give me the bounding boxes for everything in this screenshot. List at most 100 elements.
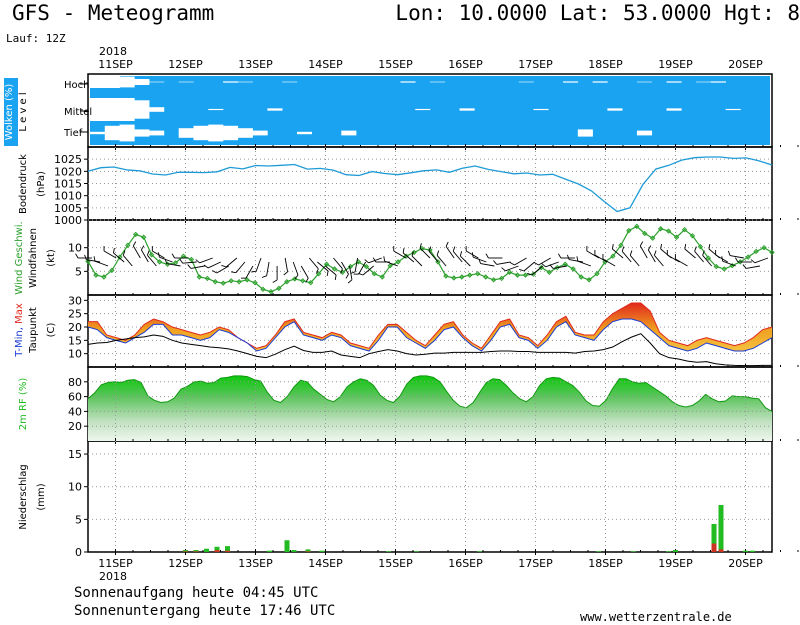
- wind-barb: [358, 261, 367, 275]
- precip-bar: [477, 551, 482, 552]
- wind-speed-point: [530, 271, 537, 277]
- cloud-level-label: Tief: [63, 128, 83, 139]
- wind-speed-point: [395, 259, 401, 265]
- wind-speed-point: [761, 244, 767, 251]
- wind-speed-point: [594, 270, 600, 277]
- y-tick-label: 1010: [54, 190, 82, 203]
- cloud-gap: [636, 130, 653, 136]
- wind-barb-flag: [647, 245, 652, 251]
- wind-barb: [393, 250, 407, 259]
- cloud-gap: [710, 81, 726, 83]
- y-axis-label: T-Min, Max: [14, 303, 25, 358]
- wind-barb-flag: [364, 259, 369, 264]
- wind-barb-flag: [708, 243, 711, 250]
- wind-speed-point: [331, 266, 338, 272]
- precip-bar: [319, 550, 325, 552]
- wind-speed-point: [156, 259, 163, 265]
- wind-barb: [94, 260, 109, 267]
- y-axis-label: Wolken (%): [4, 84, 15, 141]
- wind-speed-point: [379, 274, 385, 280]
- cloud-gap: [134, 129, 150, 137]
- wind-speed-point: [315, 270, 322, 277]
- wind-barb-flag: [721, 256, 724, 262]
- cloud-gap: [90, 131, 106, 135]
- wind-barb-flag: [294, 274, 299, 280]
- cloud-gap: [296, 131, 313, 135]
- y-axis-label: (hPa): [36, 171, 47, 197]
- wind-barb-flag: [146, 250, 150, 256]
- wind-barb-flag: [221, 264, 227, 268]
- y-axis-label: (C): [46, 323, 57, 338]
- precip-bar-large-scale: [225, 550, 230, 552]
- wind-barb-flag: [742, 264, 747, 269]
- cloud-gap: [149, 81, 165, 83]
- wind-barb-flag: [158, 252, 160, 258]
- wind-barb: [140, 249, 149, 263]
- wind-barb: [317, 261, 329, 272]
- wind-barb-flag: [527, 272, 533, 276]
- wind-barb: [715, 254, 728, 263]
- y-tick-label: 10: [68, 348, 82, 361]
- wind-barb: [621, 250, 632, 263]
- wind-barb: [419, 247, 431, 259]
- wind-speed-point: [228, 278, 234, 284]
- wind-barb: [496, 261, 511, 265]
- wind-barb-flag: [179, 258, 184, 264]
- wind-barb: [166, 263, 181, 267]
- wind-speed-point: [642, 230, 648, 237]
- wind-barb: [245, 265, 254, 279]
- wind-barb: [602, 258, 616, 267]
- wind-speed-point: [522, 272, 529, 278]
- cloud-gap: [208, 124, 224, 142]
- wind-speed-point: [451, 275, 457, 281]
- cloud-gap: [400, 81, 416, 83]
- precip-bar-large-scale: [214, 550, 220, 552]
- wind-barb: [667, 254, 680, 263]
- wind-barb-flag: [316, 268, 319, 274]
- y-tick-label: 1020: [54, 165, 82, 178]
- wind-barb-flag: [428, 246, 432, 252]
- wind-barb-flag: [684, 243, 687, 250]
- wind-barb: [354, 257, 359, 272]
- y-axis-label: Wind Geschwi.: [14, 221, 25, 294]
- y-axis-label: L e v e l: [18, 92, 29, 131]
- wind-barb-flag: [305, 277, 309, 283]
- precip-bar: [386, 551, 391, 552]
- wind-speed-point: [212, 279, 218, 285]
- wind-barb: [445, 246, 455, 259]
- precip-bar-large-scale: [718, 549, 724, 552]
- wind-speed-point: [307, 279, 314, 286]
- cloud-gap: [533, 108, 549, 111]
- wind-speed-point: [482, 274, 489, 280]
- precip-bar: [225, 546, 230, 552]
- wind-barb: [113, 252, 125, 263]
- wind-speed-point: [459, 274, 465, 280]
- x-tick-label-bottom: 19SEP: [658, 557, 693, 570]
- wind-barb: [629, 254, 640, 267]
- wind-barb-flag: [358, 272, 364, 276]
- wind-barb: [362, 265, 374, 276]
- x-tick-label-top: 20SEP: [728, 58, 763, 71]
- x-tick-label-bottom: 16SEP: [448, 557, 483, 570]
- wind-barb: [207, 261, 221, 269]
- wind-barb-flag: [93, 256, 96, 262]
- cloud-gap: [178, 128, 194, 138]
- wind-speed-point: [681, 226, 688, 233]
- wind-speed-point: [618, 242, 624, 249]
- wind-barb: [402, 252, 415, 263]
- wind-speed-point: [649, 235, 656, 241]
- wind-barb: [577, 260, 592, 267]
- wind-barb: [754, 257, 769, 264]
- wind-barb-flag: [452, 246, 456, 252]
- wind-barb: [586, 250, 600, 259]
- precip-bar: [267, 550, 272, 552]
- wind-speed-point: [93, 272, 99, 278]
- wind-barb: [505, 265, 519, 272]
- precip-bar: [214, 546, 220, 552]
- x-tick-label-bottom: 18SEP: [588, 557, 623, 570]
- precip-bar: [291, 550, 297, 552]
- wind-speed-point: [371, 270, 378, 277]
- wind-barb-flag: [164, 258, 168, 264]
- wind-speed-point: [705, 255, 712, 261]
- cloud-gap: [592, 81, 608, 83]
